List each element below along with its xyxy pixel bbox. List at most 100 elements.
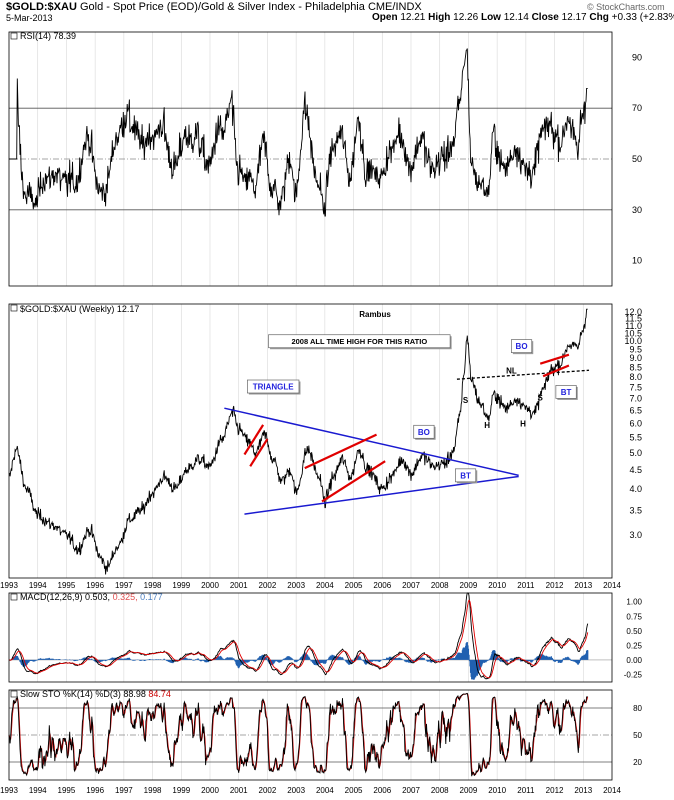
price-xtick-1996: 1996 [86, 581, 104, 590]
chart-header-title: $GOLD:$XAU Gold - Spot Price (EOD)/Gold … [6, 1, 422, 13]
macd-ytick--0.25: -0.25 [624, 670, 643, 679]
rsi-title: RSI(14) 78.39 [20, 31, 76, 41]
annotation-s-8: S [538, 394, 544, 403]
price-ytick-3.5: 3.5 [629, 505, 642, 515]
macd-ytick-1.00: 1.00 [626, 598, 642, 607]
annotation-h-10: H [520, 420, 526, 429]
trendline-channel-3 [304, 433, 378, 470]
symbol-description: Gold - Spot Price (EOD)/Gold & Silver In… [79, 1, 365, 13]
annotation-triangle-0-box [247, 379, 300, 394]
price-xtick-2002: 2002 [259, 581, 277, 590]
price-ytick-8.5: 8.5 [629, 362, 642, 372]
sto-xtick-1996: 1996 [86, 786, 104, 795]
price-legend-swatch [10, 304, 18, 312]
sto-xtick-2010: 2010 [488, 786, 506, 795]
price-xtick-1999: 1999 [172, 581, 190, 590]
sto-xtick-2007: 2007 [402, 786, 420, 795]
price-ytick-7.5: 7.5 [629, 383, 642, 393]
rsi-legend-swatch [10, 32, 18, 40]
sto-ytick-20: 20 [633, 758, 642, 767]
sto-xtick-2003: 2003 [287, 786, 305, 795]
price-ytick-5.5: 5.5 [629, 433, 642, 443]
annotation-bo-2-box [413, 424, 435, 439]
trendline-neckline [456, 369, 590, 380]
sto-xtick-1994: 1994 [29, 786, 47, 795]
price-ytick-10.0: 10.0 [624, 336, 642, 346]
price-ytick-9.5: 9.5 [629, 344, 642, 354]
sto-xtick-1998: 1998 [144, 786, 162, 795]
annotation-2008-all-time-high-for-this-ratio-1: 2008 ALL TIME HIGH FOR THIS RATIO [291, 337, 427, 346]
price-xtick-2008: 2008 [431, 581, 449, 590]
price-xtick-2003: 2003 [287, 581, 305, 590]
macd-legend-swatch [10, 593, 18, 601]
macd-ytick-0.50: 0.50 [626, 627, 642, 636]
annotation-bt-5: BT [561, 388, 572, 397]
sto-xtick-2002: 2002 [259, 786, 277, 795]
price-title: $GOLD:$XAU (Weekly) 12.17 [20, 304, 139, 314]
price-xtick-2009: 2009 [460, 581, 478, 590]
rsi-line [9, 48, 588, 217]
stockcharts-watermark: © StockCharts.com [587, 2, 665, 12]
sto-d-line [8, 692, 589, 776]
sto-title-part-1: 88.98 [123, 689, 148, 699]
price-ytick-11.5: 11.5 [625, 314, 642, 324]
sto-title-part-0: Slow STO %K(14) %D(3) [20, 689, 123, 699]
sto-k-line [8, 692, 588, 777]
price-xtick-2006: 2006 [373, 581, 391, 590]
sto-xtick-1993: 1993 [0, 786, 18, 795]
macd-frame [8, 592, 613, 683]
price-xtick-2005: 2005 [345, 581, 363, 590]
price-xtick-2007: 2007 [402, 581, 420, 590]
macd-title-part-3: 0.177 [140, 592, 163, 602]
rambus-label: Rambus [359, 310, 391, 319]
sto-ytick-80: 80 [633, 704, 642, 713]
price-xtick-1997: 1997 [115, 581, 133, 590]
open-value: 12.21 [400, 12, 426, 23]
sto-xtick-2001: 2001 [230, 786, 248, 795]
sto-xtick-2004: 2004 [316, 786, 334, 795]
sto-xtick-2009: 2009 [460, 786, 478, 795]
chart-date: 5-Mar-2013 [6, 13, 53, 23]
ohlc-readout: Open 12.21 High 12.26 Low 12.14 Close 12… [372, 12, 674, 23]
price-xtick-1993: 1993 [0, 581, 18, 590]
sto-title-part-2: 84.74 [148, 689, 171, 699]
rsi-ytick-50: 50 [632, 154, 642, 164]
price-xtick-2013: 2013 [574, 581, 592, 590]
macd-title-part-0: MACD(12,26,9) [20, 592, 85, 602]
symbol-label: $GOLD:$XAU [6, 1, 77, 13]
annotation-bo-2: BO [418, 428, 430, 437]
price-ytick-7.0: 7.0 [629, 394, 642, 404]
annotation-bt-5-box [555, 385, 577, 399]
macd-title-part-1: 0.503, [85, 592, 113, 602]
price-ytick-6.5: 6.5 [629, 406, 642, 416]
sto-xtick-2008: 2008 [431, 786, 449, 795]
price-ytick-6.0: 6.0 [629, 419, 642, 429]
annotation-s-7: S [463, 396, 469, 405]
price-xtick-2001: 2001 [230, 581, 248, 590]
trendline-triangle-lower [244, 475, 519, 515]
price-ytick-12.0: 12.0 [624, 307, 642, 317]
sto-ytick-50: 50 [633, 731, 642, 740]
sto-legend-swatch [10, 690, 18, 698]
price-ytick-8.0: 8.0 [629, 372, 642, 382]
sto-xtick-2012: 2012 [546, 786, 564, 795]
sto-title: Slow STO %K(14) %D(3) 88.98 84.74 [20, 689, 171, 699]
price-xtick-2010: 2010 [488, 581, 506, 590]
macd-signal-line [9, 599, 589, 679]
rsi-ytick-30: 30 [632, 205, 642, 215]
trendline-channel-6 [542, 364, 570, 378]
rsi-ytick-70: 70 [632, 103, 642, 113]
price-ytick-10.5: 10.5 [624, 328, 642, 338]
annotation-bo-4-box [511, 339, 533, 353]
annotation-nl-6: NL [506, 366, 517, 375]
rsi-frame [8, 31, 613, 287]
price-xtick-2012: 2012 [546, 581, 564, 590]
price-ytick-9.0: 9.0 [629, 353, 642, 363]
price-xtick-1994: 1994 [29, 581, 47, 590]
price-ytick-4.0: 4.0 [629, 484, 642, 494]
macd-title-part-2: 0.325, [113, 592, 141, 602]
low-value: 12.14 [503, 12, 529, 23]
trendline-channel-4 [321, 460, 386, 503]
price-ytick-4.5: 4.5 [629, 465, 642, 475]
